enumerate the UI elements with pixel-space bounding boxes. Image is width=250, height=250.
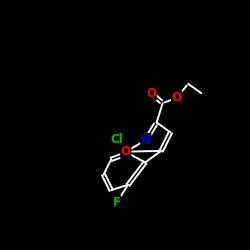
Text: Cl: Cl	[110, 133, 123, 146]
Text: N: N	[141, 134, 151, 146]
Text: O: O	[121, 145, 131, 158]
Text: F: F	[112, 196, 120, 209]
Text: O: O	[146, 87, 156, 100]
Text: O: O	[172, 91, 182, 104]
